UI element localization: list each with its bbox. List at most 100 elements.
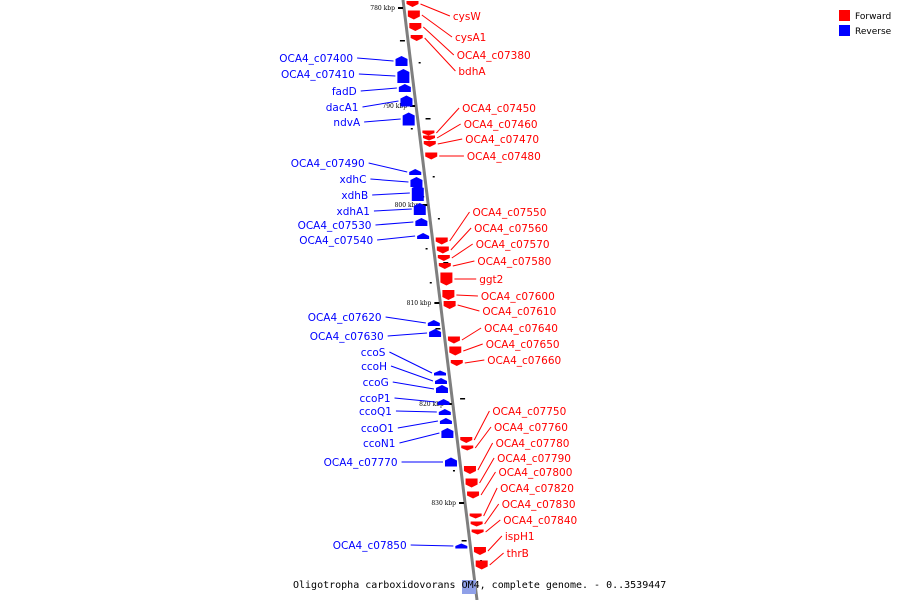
forward-gene-oca4-c07450[interactable]: OCA4_c07450	[422, 103, 536, 136]
reverse-gene-ndva[interactable]: ndvA	[333, 112, 415, 130]
reverse-gene-oca4-c07400[interactable]: OCA4_c07400	[279, 53, 408, 66]
forward-gene-oca4-c07470[interactable]: OCA4_c07470	[423, 134, 539, 147]
reverse-gene-daca1[interactable]: dacA1	[326, 95, 413, 115]
scale-ticks: 780 kbp 790 kbp 800 kbp 810 kbp 820 kbp 830 k…	[370, 5, 465, 507]
forward-gene-label: cysA1	[455, 32, 486, 44]
forward-gene-oca4-c07780[interactable]: OCA4_c07780	[463, 438, 570, 474]
forward-gene-isph1[interactable]: ispH1	[473, 531, 535, 555]
reverse-gene-leader	[410, 544, 454, 547]
reverse-gene-label: fadD	[332, 86, 357, 98]
legend-item-reverse[interactable]: Reverse	[839, 25, 892, 37]
reverse-gene-xdhc[interactable]: xdhC	[340, 174, 423, 187]
forward-gene-oca4-c07480[interactable]: OCA4_c07480	[425, 151, 541, 163]
forward-gene-arrow	[440, 272, 453, 286]
forward-gene-oca4-c07830[interactable]: OCA4_c07830	[470, 499, 576, 527]
reverse-gene-ccoq1[interactable]: ccoQ1	[359, 406, 451, 418]
forward-gene-leader	[463, 343, 483, 352]
minor-tick	[418, 62, 421, 64]
forward-gene-oca4-c07760[interactable]: OCA4_c07760	[461, 422, 568, 451]
reverse-gene-arrow	[395, 56, 408, 66]
forward-gene-arrow	[410, 35, 423, 41]
reverse-gene-ccoo1[interactable]: ccoO1	[361, 418, 452, 435]
reverse-gene-ccon1[interactable]: ccoN1	[363, 428, 454, 450]
forward-gene-oca4-c07820[interactable]: OCA4_c07820	[469, 483, 574, 519]
reverse-gene-oca4-c07410[interactable]: OCA4_c07410	[281, 69, 410, 83]
end-marker	[462, 580, 476, 594]
reverse-gene-label: ccoG	[363, 377, 389, 389]
legend-item-forward[interactable]: Forward	[839, 10, 891, 22]
forward-gene-bdha[interactable]: bdhA	[410, 35, 487, 78]
forward-gene-label: OCA4_c07780	[496, 438, 570, 450]
reverse-gene-oca4-c07630[interactable]: OCA4_c07630	[310, 329, 442, 343]
forward-gene-label: OCA4_c07830	[502, 499, 576, 511]
forward-gene-label: OCA4_c07570	[476, 239, 550, 251]
reverse-gene-oca4-c07620[interactable]: OCA4_c07620	[308, 312, 440, 326]
forward-gene-arrow	[449, 346, 462, 356]
forward-gene-thrb[interactable]: thrB	[475, 548, 529, 570]
reverse-gene-oca4-c07490[interactable]: OCA4_c07490	[291, 158, 422, 175]
forward-gene-oca4-c07610[interactable]: OCA4_c07610	[443, 301, 557, 318]
reverse-gene-arrow	[417, 233, 430, 239]
forward-gene-arrow	[450, 360, 463, 366]
forward-gene-oca4-c07460[interactable]: OCA4_c07460	[423, 119, 538, 141]
reverse-gene-oca4-c07530[interactable]: OCA4_c07530	[298, 218, 428, 232]
forward-gene-label: OCA4_c07820	[500, 483, 574, 495]
forward-gene-leader	[473, 410, 490, 441]
forward-gene-oca4-c07660[interactable]: OCA4_c07660	[450, 355, 561, 367]
forward-gene-leader	[421, 14, 453, 38]
minor-tick	[435, 328, 441, 330]
forward-gene-oca4-c07580[interactable]: OCA4_c07580	[438, 256, 551, 269]
reverse-gene-label: ccoO1	[361, 423, 394, 435]
reverse-gene-arrow	[409, 169, 422, 175]
forward-gene-oca4-c07550[interactable]: OCA4_c07550	[435, 207, 547, 245]
reverse-gene-leader	[377, 235, 416, 241]
forward-gene-cysa1[interactable]: cysA1	[407, 10, 486, 45]
reverse-gene-arrow	[444, 457, 457, 467]
reverse-gene-label: xdhC	[340, 174, 367, 186]
reverse-gene-ccos[interactable]: ccoS	[361, 347, 447, 376]
forward-gene-leader	[464, 359, 485, 364]
reverse-gene-ccoh[interactable]: ccoH	[361, 361, 447, 384]
reverse-gene-leader	[375, 221, 414, 226]
tick-label: 830 kbp	[431, 500, 456, 507]
forward-gene-arrow	[425, 152, 438, 160]
forward-gene-oca4-c07650[interactable]: OCA4_c07650	[449, 339, 560, 356]
tick-label: 780 kbp	[370, 5, 395, 12]
forward-gene-label: OCA4_c07460	[464, 119, 538, 131]
forward-gene-leader	[424, 37, 456, 72]
reverse-gene-label: ndvA	[333, 117, 361, 129]
forward-gene-leader	[461, 327, 482, 341]
reverse-gene-xdhb[interactable]: xdhB	[341, 185, 424, 202]
forward-gene-oca4-c07600[interactable]: OCA4_c07600	[442, 290, 555, 303]
forward-gene-oca4-c07800[interactable]: OCA4_c07800	[467, 467, 572, 499]
forward-gene-leader	[451, 243, 473, 259]
forward-gene-leader	[477, 442, 494, 471]
forward-gene-leader	[420, 3, 451, 17]
forward-gene-cysw[interactable]: cysW	[406, 1, 481, 23]
forward-gene-ggt2[interactable]: ggt2	[440, 272, 503, 287]
reverse-gene-oca4-c07850[interactable]: OCA4_c07850	[333, 540, 468, 552]
forward-gene-oca4-c07560[interactable]: OCA4_c07560	[436, 223, 548, 254]
forward-gene-arrow	[423, 135, 436, 141]
forward-gene-oca4-c07790[interactable]: OCA4_c07790	[465, 453, 571, 488]
forward-gene-oca4-c07570[interactable]: OCA4_c07570	[437, 239, 550, 261]
reverse-gene-oca4-c07540[interactable]: OCA4_c07540	[299, 233, 430, 247]
reverse-gene-xdha1[interactable]: xdhA1	[337, 203, 426, 218]
forward-gene-label: OCA4_c07560	[474, 223, 548, 235]
forward-gene-oca4-c07840[interactable]: OCA4_c07840	[471, 515, 578, 535]
tick-label: 810 kbp	[407, 300, 432, 307]
reverse-genes: OCA4_c07400 OCA4_c07410 fadD dacA1 ndvA OCA4_…	[279, 53, 468, 552]
reverse-gene-label: ccoP1	[360, 393, 391, 405]
reverse-gene-ccog[interactable]: ccoG	[363, 377, 448, 393]
forward-gene-label: bdhA	[458, 66, 486, 78]
forward-gene-oca4-c07750[interactable]: OCA4_c07750	[460, 406, 566, 443]
tick-mark	[422, 204, 428, 206]
reverse-gene-fadd[interactable]: fadD	[332, 84, 411, 98]
forward-gene-oca4-c07380[interactable]: OCA4_c07380	[409, 23, 531, 62]
reverse-gene-ccop1[interactable]: ccoP1	[360, 393, 450, 405]
forward-gene-label: OCA4_c07610	[482, 306, 556, 318]
reverse-gene-leader	[399, 432, 440, 444]
forward-gene-oca4-c07640[interactable]: OCA4_c07640	[447, 323, 558, 344]
forward-gene-label: OCA4_c07480	[467, 151, 541, 163]
reverse-gene-oca4-c07770[interactable]: OCA4_c07770	[324, 457, 457, 469]
